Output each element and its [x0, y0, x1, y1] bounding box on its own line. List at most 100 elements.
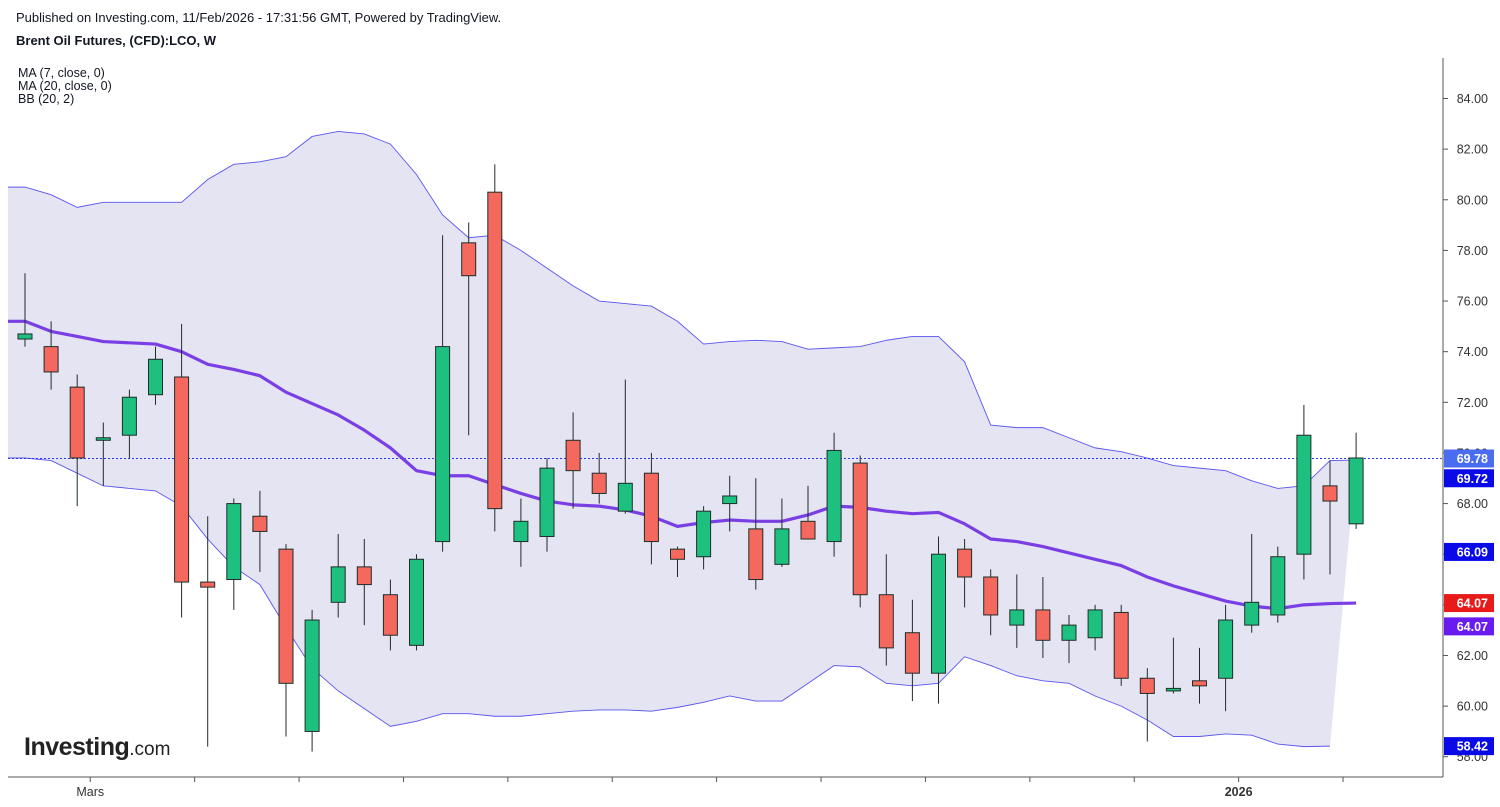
candle: [565, 412, 581, 509]
candle: [1192, 647, 1207, 704]
candle: [904, 599, 920, 702]
candle-body: [878, 594, 894, 649]
candle: [1244, 533, 1260, 633]
candle-body: [1296, 434, 1312, 555]
candle-body: [17, 333, 33, 340]
candle-body: [148, 358, 163, 396]
logo-main: Investing: [24, 733, 130, 761]
price-tag: 58.42: [1444, 737, 1494, 756]
candle-body: [931, 553, 946, 674]
y-tick-label: 76.00: [1457, 295, 1488, 309]
bb-fill: [8, 131, 1357, 747]
candle: [696, 506, 712, 570]
candle: [957, 539, 973, 608]
candle: [1165, 637, 1181, 694]
candle: [852, 455, 868, 608]
candle: [1270, 546, 1286, 623]
candle-body: [121, 396, 137, 436]
price-tag: 69.72: [1444, 469, 1494, 488]
price-tag-label: 69.78: [1457, 452, 1488, 466]
candle: [722, 475, 738, 532]
candle: [1139, 668, 1155, 742]
candle: [643, 452, 659, 565]
candle: [513, 498, 529, 567]
price-tag-label: 64.07: [1457, 597, 1488, 611]
investing-logo: Investing.com: [24, 733, 170, 762]
candle-body: [278, 548, 294, 684]
candle-body: [226, 503, 242, 581]
price-tag: 64.07: [1444, 617, 1494, 636]
y-tick-label: 82.00: [1457, 143, 1488, 157]
price-tag-bg: [1444, 542, 1494, 561]
candle-body: [330, 566, 346, 603]
ma20-line-layer: [8, 319, 1357, 611]
candle: [487, 164, 503, 532]
candle-body: [617, 482, 633, 512]
candle-body: [1192, 680, 1207, 687]
y-tick-label: 78.00: [1457, 244, 1488, 258]
legend-ma20[interactable]: MA (20, close, 0): [18, 79, 112, 93]
y-tick-label: 68.00: [1457, 497, 1488, 511]
candle-body: [69, 386, 85, 459]
candle-body: [1244, 601, 1260, 626]
price-tag-label: 69.72: [1457, 472, 1488, 486]
price-tag-bg: [1444, 594, 1494, 613]
candle: [1322, 460, 1338, 575]
candle: [17, 273, 33, 347]
candle-body: [1113, 611, 1129, 679]
candle-body: [852, 462, 868, 596]
candle-body: [1139, 677, 1155, 694]
price-tag: 69.78: [1444, 449, 1494, 468]
candle: [1296, 404, 1312, 580]
candle-body: [904, 632, 920, 674]
price-tag-label: 58.42: [1457, 740, 1488, 754]
candle-body: [200, 581, 216, 588]
candle: [1061, 614, 1077, 664]
price-tags: 69.78 69.72 66.09 64.07 64.07 58.42: [1444, 449, 1494, 756]
price-tag-label: 66.09: [1457, 545, 1488, 559]
candle: [1113, 604, 1129, 686]
candle: [748, 478, 764, 590]
candle-body: [461, 242, 477, 277]
candle-body: [539, 467, 555, 537]
candle-body: [435, 346, 451, 543]
price-tag-bg: [1444, 469, 1494, 488]
candle: [774, 498, 790, 567]
candle-body: [826, 449, 842, 543]
ma20-line: [8, 319, 1357, 611]
candle: [121, 389, 137, 459]
candle: [800, 485, 816, 540]
legend-bb[interactable]: BB (20, 2): [18, 92, 75, 106]
candle: [1348, 432, 1364, 529]
candle-body: [1348, 457, 1364, 525]
candle-body: [1087, 609, 1103, 639]
legend-ma7[interactable]: MA (7, close, 0): [18, 66, 105, 80]
candle: [304, 609, 320, 752]
candle-body: [304, 619, 320, 732]
candle: [461, 222, 477, 436]
candle-body: [1009, 609, 1025, 626]
candle: [69, 374, 85, 507]
candle: [252, 490, 268, 572]
y-tick-label: 62.00: [1457, 649, 1488, 663]
candle-body: [95, 437, 111, 441]
candle: [983, 569, 999, 636]
candle-body: [1270, 556, 1286, 616]
publisher-note: Published on Investing.com, 11/Feb/2026 …: [16, 10, 502, 25]
candle-body: [252, 515, 268, 532]
bb-upper-line: [8, 130, 1357, 489]
candle-body: [722, 495, 738, 505]
candle-body: [1061, 624, 1077, 641]
candle-body: [487, 191, 503, 510]
candle-body: [1165, 687, 1181, 692]
candle: [278, 544, 294, 737]
candle-body: [409, 558, 424, 646]
candle: [1035, 576, 1051, 659]
candle: [174, 323, 190, 618]
y-tick-label: 72.00: [1457, 396, 1488, 410]
candle: [356, 539, 372, 626]
candle-body: [748, 528, 764, 581]
candle-body: [1218, 619, 1234, 679]
candle: [826, 432, 842, 557]
